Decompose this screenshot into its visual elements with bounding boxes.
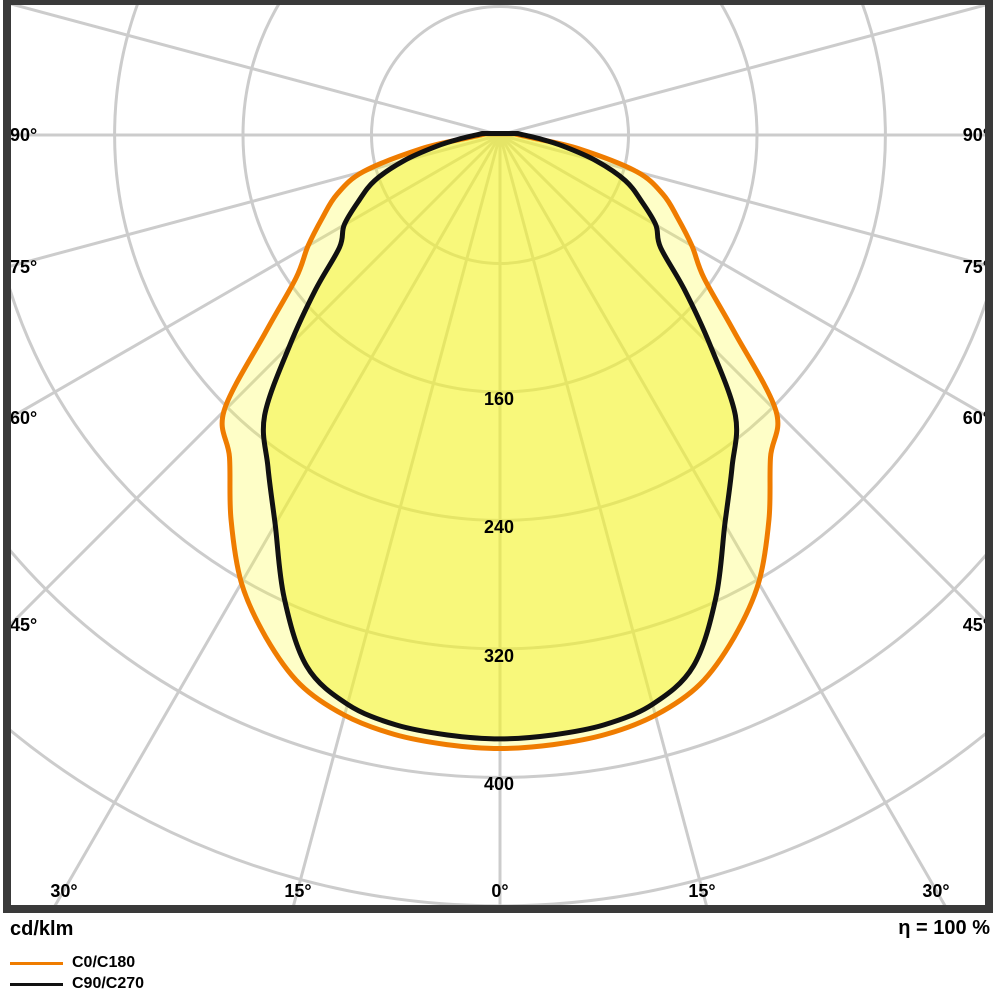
- angle-label-bottom-left-15: 15°: [284, 881, 311, 901]
- legend-line-c90-c270: [10, 982, 63, 986]
- grid-radial-left-15: [291, 134, 502, 906]
- distribution-curves: [219, 131, 781, 751]
- grid-radial-right-75: [499, 133, 986, 267]
- grid-radial-left-60: [11, 133, 501, 420]
- legend-label-c90-c270: C90/C270: [72, 975, 145, 992]
- grid-radial-left-45: [11, 133, 502, 627]
- c0-c180-curve: [219, 131, 781, 751]
- grid-radial-left-30: [53, 134, 502, 906]
- angle-label-bottom-right-30: 30°: [922, 881, 949, 901]
- intensity-tick-label-160: 160: [484, 389, 514, 409]
- legend-label-c0-c180: C0/C180: [72, 954, 136, 971]
- legend-item-c0-c180: C0/C180: [10, 955, 135, 971]
- grid-radial-right-30: [498, 134, 947, 906]
- grid-radial-right-15: [498, 134, 709, 906]
- efficiency-label: η = 100 %: [898, 917, 990, 939]
- c0-c180-fill: [222, 133, 778, 749]
- angle-label-left-45: 45°: [10, 615, 37, 635]
- angle-label-bottom-left-30: 30°: [50, 881, 77, 901]
- intensity-tick-label-400: 400: [484, 774, 514, 794]
- angle-label-bottom-right-15: 15°: [688, 881, 715, 901]
- plot-frame: [3, 0, 993, 913]
- grid-radial-left-105: [11, 2, 501, 137]
- grid-radial-right-60: [499, 133, 986, 418]
- grid-radial-right-105: [499, 3, 986, 137]
- angle-label-right-45: 45°: [963, 615, 990, 635]
- unit-label: cd/klm: [10, 918, 74, 940]
- angle-label-left-90: 90°: [10, 125, 37, 145]
- angle-label-right-75: 75°: [963, 257, 990, 277]
- legend-line-c0-c180: [10, 961, 63, 965]
- angle-label-right-90: 90°: [963, 125, 990, 145]
- legend-item-c90-c270: C90/C270: [10, 976, 144, 992]
- grid-radial-right-45: [498, 133, 986, 624]
- angle-label-left-75: 75°: [10, 257, 37, 277]
- c90-c270-curve: [260, 131, 740, 742]
- angle-label-right-60: 60°: [963, 408, 990, 428]
- c90-c270-fill: [263, 133, 737, 739]
- grid-radial-left-75: [11, 133, 501, 268]
- angle-label-bottom-0: 0°: [491, 881, 508, 901]
- intensity-tick-label-240: 240: [484, 517, 514, 537]
- angle-label-left-60: 60°: [10, 408, 37, 428]
- intensity-tick-label-320: 320: [484, 646, 514, 666]
- chart-labels: 90° 90° 75° 75° 60° 60° 45° 45° 30° 15° 0° 15° 30° 16…: [10, 125, 990, 901]
